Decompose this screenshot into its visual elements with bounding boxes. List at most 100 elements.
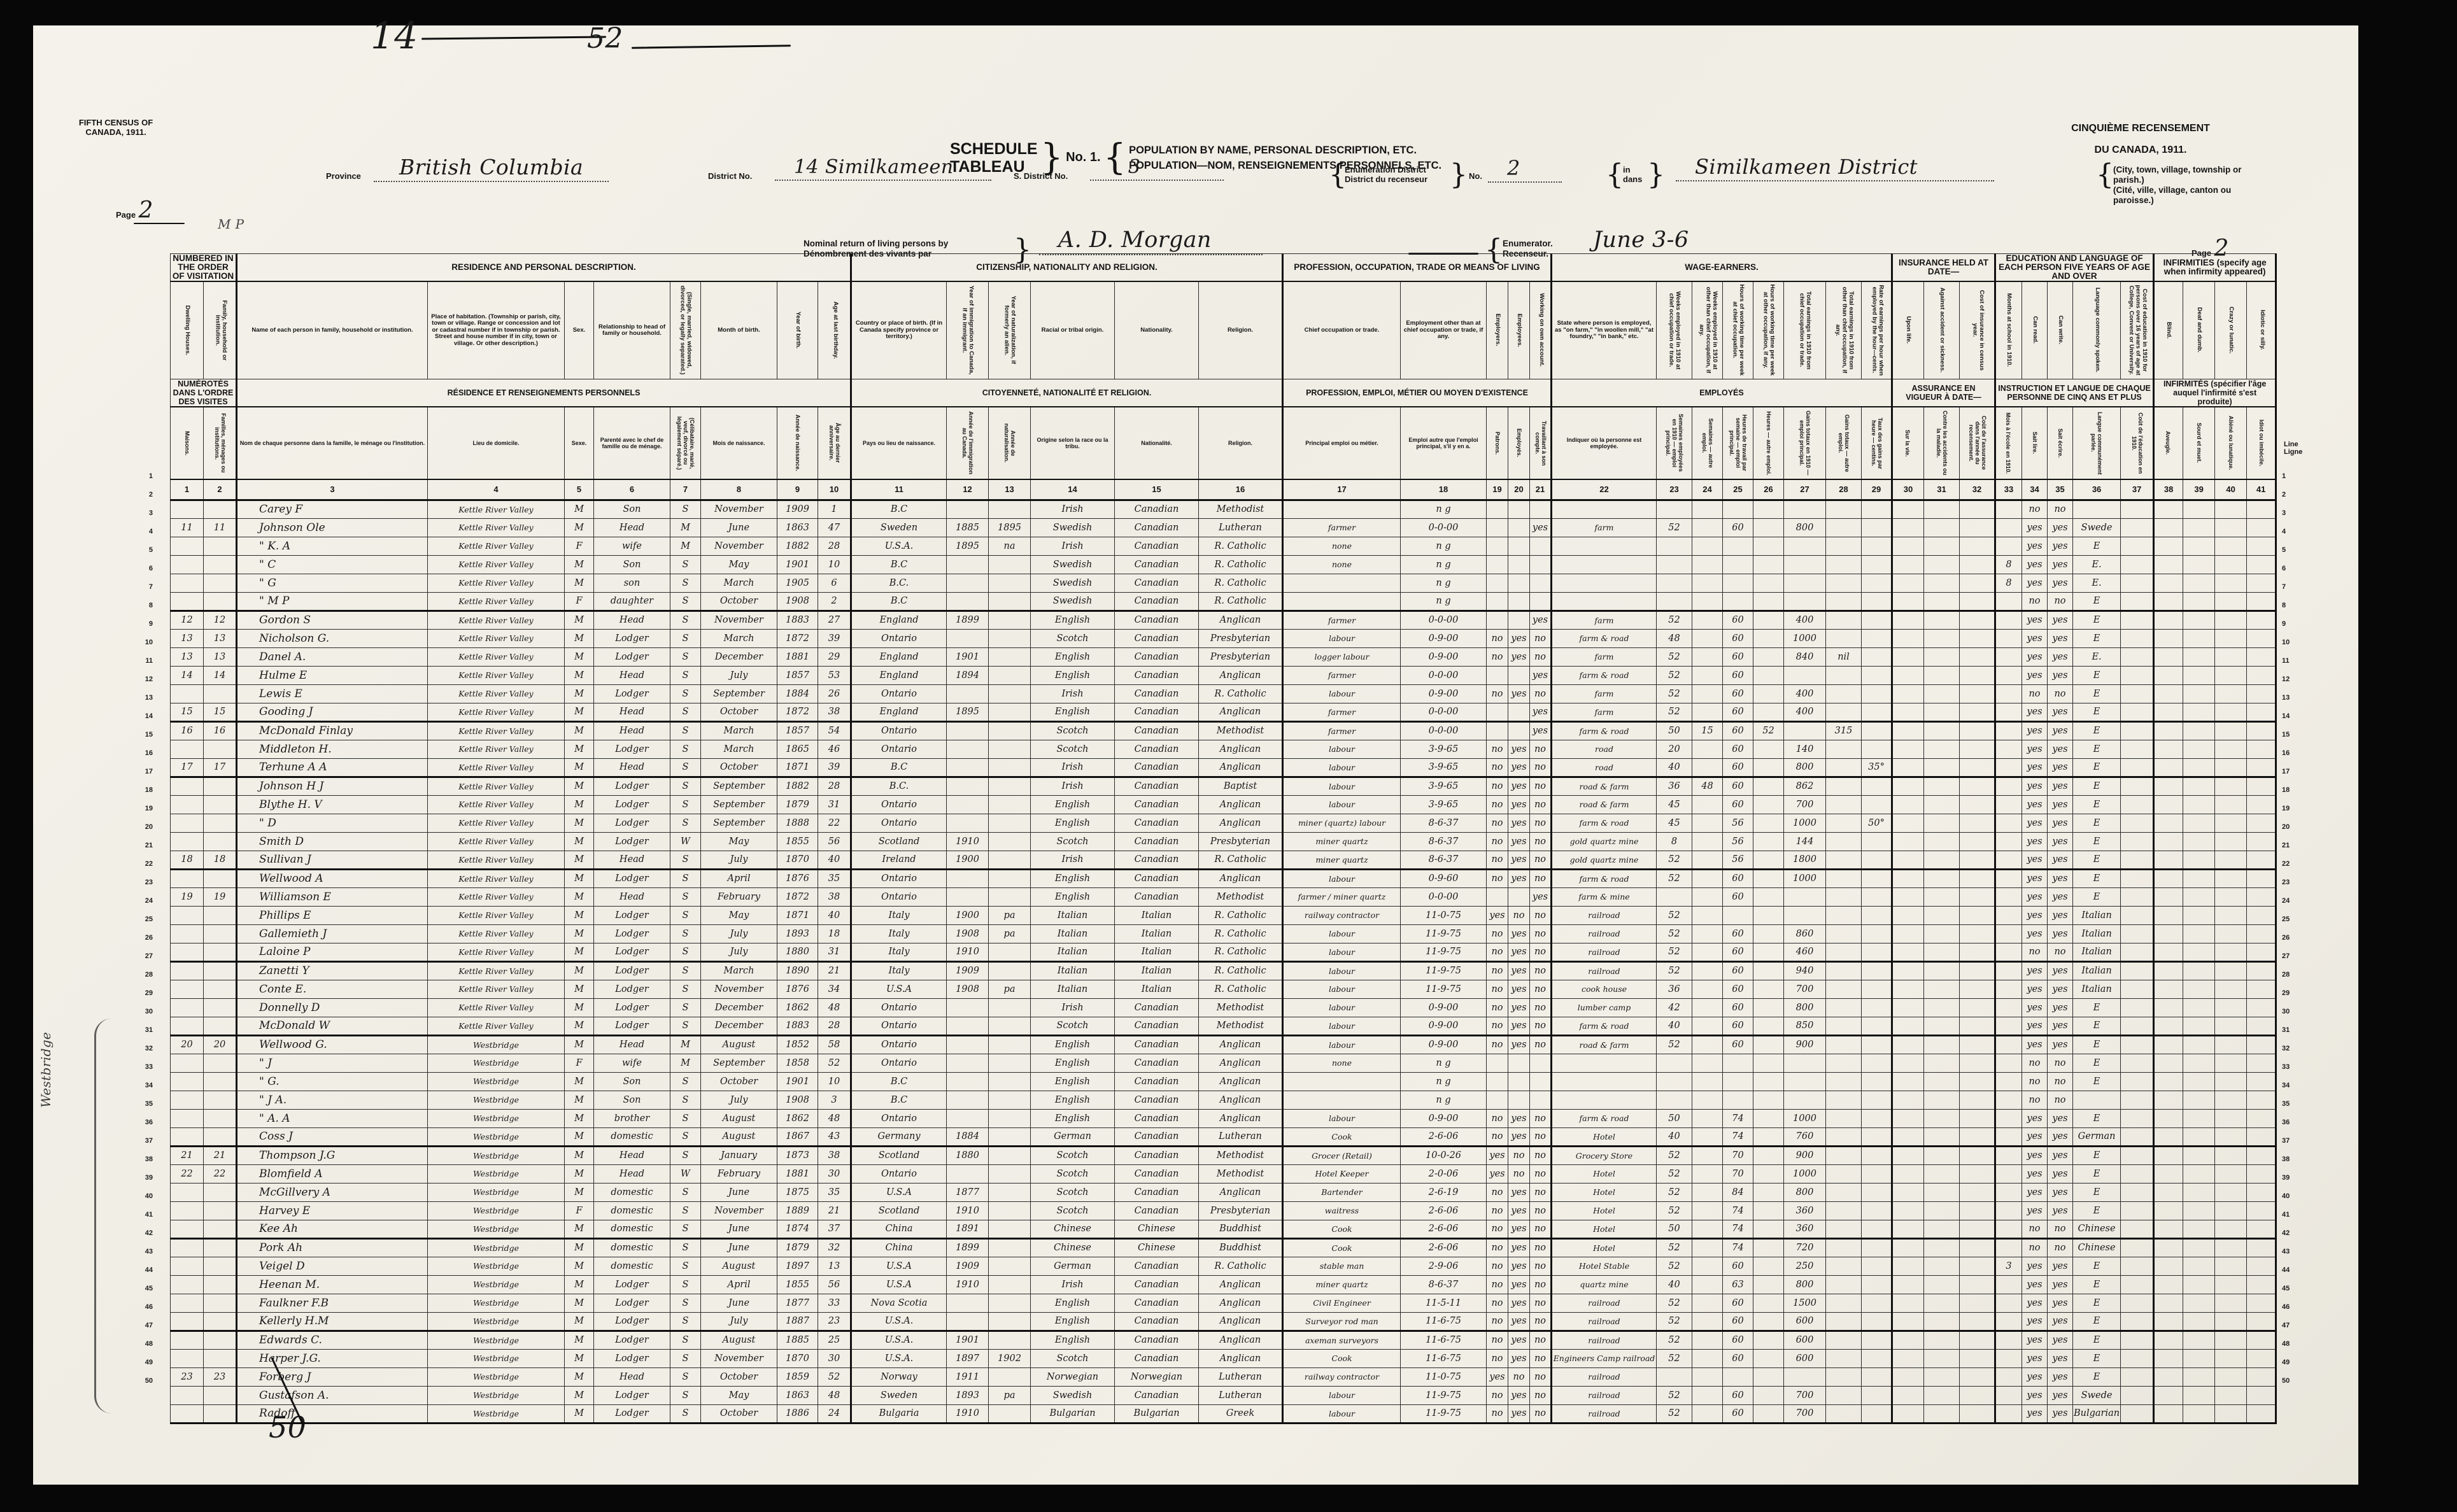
cell: yes <box>2047 961 2073 980</box>
cell <box>2153 1293 2184 1313</box>
cell: Canadian <box>1114 758 1199 778</box>
cell: 13 <box>170 647 204 667</box>
cell: M <box>564 887 594 907</box>
cell <box>2214 702 2248 723</box>
cell: Canadian <box>1114 1256 1199 1276</box>
cell <box>2120 665 2155 685</box>
cell <box>988 1367 1031 1387</box>
cell: E. <box>2072 647 2121 667</box>
cell: yes <box>2047 1016 2073 1036</box>
cell: 56 <box>1722 850 1753 870</box>
cell <box>2246 721 2277 740</box>
cell <box>2214 1035 2248 1054</box>
table-row: Smith D Kettle River Valley M Lodger W May 185… <box>170 831 2277 851</box>
line-number: 15 <box>2282 731 2290 738</box>
cell: 1800 <box>1783 850 1826 870</box>
cell <box>2153 1071 2184 1091</box>
cell <box>1753 702 1784 723</box>
cell <box>1692 628 1723 648</box>
line-number: 32 <box>145 1045 153 1052</box>
column-header: (Célibataire, marié, veuf, divorcé ou lé… <box>670 407 701 479</box>
column-number: 17 <box>1282 479 1401 501</box>
cell: 52 <box>1656 1035 1692 1054</box>
cell <box>1861 684 1893 703</box>
cell: S <box>670 813 701 833</box>
cell: Bulgaria <box>851 1404 947 1424</box>
cell: Italian <box>1114 979 1199 999</box>
cell: Kettle River Valley <box>427 684 565 703</box>
column-number: 16 <box>1198 479 1284 501</box>
cell: 11-9-75 <box>1400 924 1487 943</box>
cell: labour <box>1282 942 1401 963</box>
table-row: Gallemieth J Kettle River Valley M Lodger S J… <box>170 924 2277 943</box>
cell <box>1783 887 1826 907</box>
cell: yes <box>1508 1219 1530 1240</box>
cell: 400 <box>1783 684 1826 703</box>
cell: yes <box>1508 831 1530 851</box>
column-header: Months at school in 1910. <box>1995 281 2022 379</box>
cell: farm <box>1551 684 1657 703</box>
cell <box>2153 628 2184 648</box>
cell: Norway <box>851 1367 947 1387</box>
cell <box>1692 610 1723 630</box>
cell <box>1656 1090 1692 1110</box>
line-number: 46 <box>145 1303 153 1311</box>
cell: B.C <box>851 555 947 574</box>
annotation-top-number-2: 52 <box>587 22 623 55</box>
cell: pa <box>988 1385 1031 1405</box>
cell: Kettle River Valley <box>427 536 565 556</box>
cell <box>1995 979 2022 999</box>
census-title-right: CINQUIÈME RECENSEMENT DU CANADA, 1911. <box>2071 123 2210 155</box>
cell <box>1923 721 1960 740</box>
cell: November <box>700 1348 777 1368</box>
cell: E <box>2072 1108 2121 1128</box>
cell: M <box>564 1275 594 1294</box>
cell <box>988 647 1031 667</box>
cell: Westbridge <box>427 1275 565 1294</box>
column-header: Employés. <box>1508 407 1530 479</box>
cell: no <box>2047 942 2073 963</box>
cell <box>1486 721 1508 740</box>
cell: 52 <box>1656 518 1692 537</box>
cell <box>1861 1108 1893 1128</box>
cell <box>2120 684 2155 703</box>
cell: 25 <box>818 1330 852 1350</box>
cell <box>2214 1164 2248 1183</box>
cell <box>988 1053 1031 1073</box>
cell: no <box>1529 1311 1552 1332</box>
cell <box>1722 499 1753 519</box>
cell: M <box>564 665 594 685</box>
cell <box>1861 1071 1893 1091</box>
cell: Swede <box>2072 1385 2121 1405</box>
cell: wife <box>593 536 670 556</box>
cell: Anglican <box>1198 758 1284 778</box>
cell <box>2183 702 2216 723</box>
cell: Canadian <box>1114 702 1199 723</box>
cell <box>2214 1348 2248 1368</box>
cell: E <box>2072 1145 2121 1165</box>
line-number: 31 <box>145 1026 153 1034</box>
cell: 1875 <box>777 1182 818 1202</box>
cell: 15 <box>1692 721 1723 740</box>
cell <box>2214 573 2248 593</box>
cell <box>1692 1201 1723 1220</box>
column-header: Sur la vie. <box>1892 407 1924 479</box>
cell <box>2153 684 2184 703</box>
cell: 26 <box>818 684 852 703</box>
cell <box>1892 795 1924 814</box>
cell: farmer <box>1282 518 1401 537</box>
cell: 1 <box>818 499 852 519</box>
cell <box>1508 1053 1530 1073</box>
cell <box>203 1219 237 1240</box>
cell <box>2214 1330 2248 1350</box>
cell: England <box>851 702 947 723</box>
cell: Grocery Store <box>1551 1145 1657 1165</box>
cell <box>2183 610 2216 630</box>
cell: 1880 <box>946 1145 989 1165</box>
enumeration-district-label: Enumeration District District du recenseu… <box>1345 165 1428 184</box>
cell: E <box>2072 610 2121 630</box>
cell: yes <box>1508 1404 1530 1424</box>
cell <box>1995 518 2022 537</box>
cell: Irish <box>1030 776 1115 796</box>
cell <box>2214 868 2248 888</box>
